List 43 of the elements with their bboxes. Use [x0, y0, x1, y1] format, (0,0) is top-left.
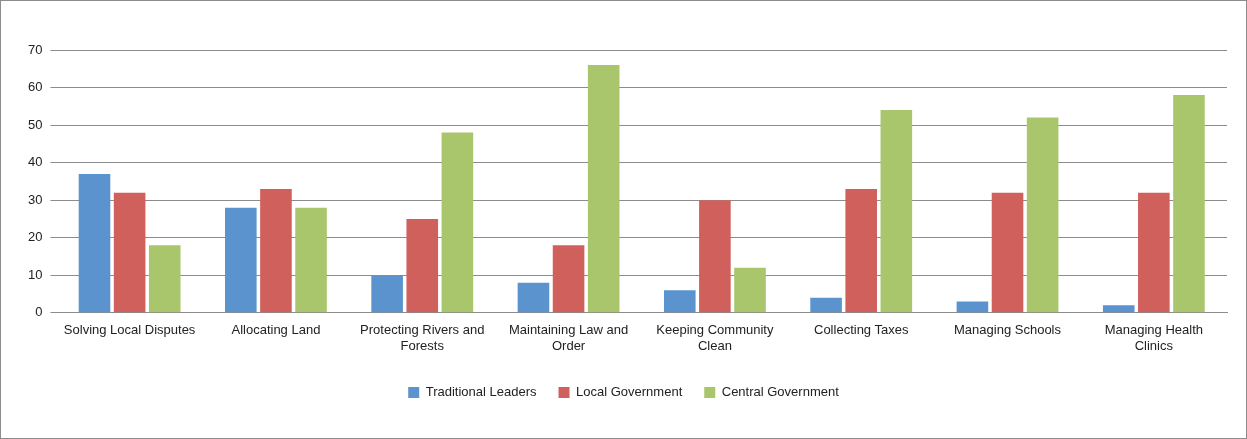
bar	[734, 267, 766, 313]
bar	[113, 192, 146, 313]
bar	[441, 132, 474, 313]
x-tick-label: Protecting Rivers and Forests	[360, 322, 485, 353]
y-tick-label: 30	[27, 191, 43, 207]
legend-label: Central Government	[721, 384, 840, 400]
y-tick-label: 60	[27, 79, 43, 95]
x-tick-label: Collecting Taxes	[814, 322, 909, 338]
bar	[295, 207, 327, 313]
bar	[587, 65, 620, 313]
bar	[1102, 305, 1135, 313]
bar	[552, 245, 585, 313]
y-tick-label: 10	[27, 266, 43, 282]
y-tick-label: 70	[27, 41, 43, 57]
y-tick-label: 0	[35, 304, 43, 320]
x-tick-label: Maintaining Law and Order	[508, 322, 629, 353]
bar	[991, 192, 1024, 313]
bar	[406, 218, 439, 313]
bar	[260, 188, 292, 313]
bar	[78, 173, 111, 313]
bar	[517, 282, 550, 313]
bar	[956, 301, 989, 313]
bar	[1026, 117, 1059, 313]
bar	[1173, 95, 1205, 313]
bar	[371, 275, 403, 313]
y-tick-label: 50	[27, 116, 43, 132]
y-tick-label: 20	[27, 229, 43, 245]
bar	[225, 207, 257, 313]
x-tick-label: Managing Health Clinics	[1104, 322, 1203, 353]
bar	[845, 188, 878, 313]
legend-label: Traditional Leaders	[425, 384, 538, 400]
x-tick-label: Managing Schools	[954, 322, 1062, 338]
bar	[810, 297, 842, 313]
bar	[148, 245, 181, 313]
x-tick-label: Keeping Community Clean	[656, 322, 774, 353]
bar	[1138, 192, 1170, 313]
x-tick-label: Allocating Land	[231, 322, 321, 338]
legend-label: Local Government	[576, 384, 683, 400]
y-tick-label: 40	[27, 154, 43, 170]
bar	[699, 200, 731, 313]
bar	[880, 110, 913, 313]
bar	[663, 290, 696, 313]
x-tick-label: Solving Local Disputes	[63, 322, 196, 338]
